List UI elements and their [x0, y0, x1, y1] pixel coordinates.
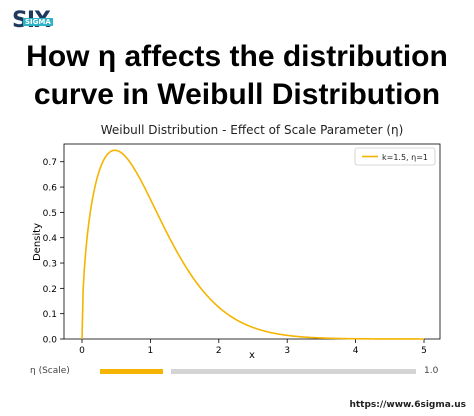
- x-tick-label: 5: [421, 346, 427, 356]
- slider-handle[interactable]: [163, 368, 172, 375]
- heading-line-1: How η affects the distribution: [26, 40, 448, 73]
- heading-line-2: curve in Weibull Distribution: [33, 78, 441, 111]
- y-tick-label: 0.2: [43, 285, 57, 295]
- slider-label: η (Scale): [30, 366, 70, 376]
- chart-title: Weibull Distribution - Effect of Scale P…: [101, 123, 404, 137]
- x-axis-ticks: 0 1 2 3 4 5: [79, 339, 427, 356]
- logo-subtext: SIGMA: [23, 18, 53, 26]
- y-tick-label: 0.4: [43, 234, 58, 244]
- x-tick-label: 3: [284, 346, 290, 356]
- six-sigma-logo: SIX SIGMA: [12, 6, 53, 34]
- y-tick-label: 0.7: [43, 158, 57, 168]
- x-tick-label: 1: [148, 346, 154, 356]
- legend-box: [354, 147, 436, 166]
- series-line-k1.5-eta1: [81, 149, 424, 340]
- x-tick-label: 4: [353, 346, 359, 356]
- page-heading: How η affects the distribution curve in …: [0, 38, 474, 114]
- y-tick-label: 0.3: [43, 260, 57, 270]
- plot-frame: [63, 143, 441, 340]
- website-url[interactable]: https://www.6sigma.us: [349, 400, 466, 410]
- x-tick-label: 2: [216, 346, 222, 356]
- y-tick-label: 0.6: [43, 184, 58, 194]
- eta-slider[interactable]: [100, 368, 416, 375]
- slider-value: 1.0: [424, 366, 439, 376]
- x-axis-label: x: [249, 350, 255, 361]
- y-axis-ticks: 0.0 0.1 0.2 0.3 0.4 0.5 0.6 0.7: [43, 158, 64, 346]
- legend: k=1.5, η=1: [354, 147, 436, 166]
- y-axis-label: Density: [32, 223, 43, 261]
- weibull-chart: Weibull Distribution - Effect of Scale P…: [32, 123, 441, 361]
- x-tick-label: 0: [79, 346, 85, 356]
- y-tick-label: 0.1: [43, 310, 57, 320]
- y-tick-label: 0.0: [43, 336, 58, 346]
- y-tick-label: 0.5: [43, 209, 57, 219]
- legend-label: k=1.5, η=1: [382, 153, 428, 162]
- slider-fill: [100, 369, 164, 374]
